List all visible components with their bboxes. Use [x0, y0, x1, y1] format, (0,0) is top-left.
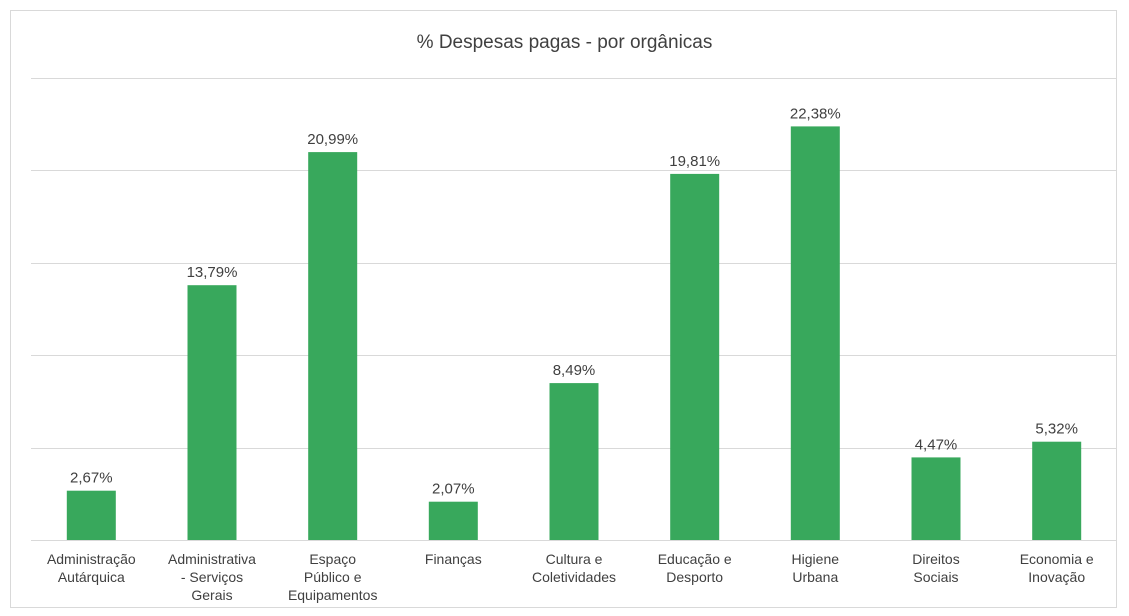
bar-3	[428, 501, 478, 540]
data-labels: 2,67% 13,79% 20,99% 2,07% 8,49% 19,81% 22,38% 4…	[70, 105, 1078, 497]
bars	[66, 126, 1082, 541]
category-label-5-line-1: Desporto	[666, 569, 723, 585]
data-label-5: 19,81%	[669, 153, 720, 170]
category-label-1-line-0: Administrativa	[168, 551, 256, 567]
category-label-4-line-1: Coletividades	[532, 569, 616, 585]
data-label-8: 5,32%	[1035, 421, 1078, 438]
category-label-2-line-2: Equipamentos	[288, 587, 378, 603]
category-labels: Administração Autárquica Administrativa - S…	[47, 551, 1094, 603]
category-label-6-line-1: Urbana	[792, 569, 838, 585]
category-label-0-line-1: Autárquica	[58, 569, 125, 585]
data-label-2: 20,99%	[307, 131, 358, 148]
bar-8	[1032, 441, 1082, 540]
bar-0	[66, 490, 116, 540]
data-label-7: 4,47%	[915, 436, 958, 453]
bar-5	[670, 173, 720, 540]
category-label-8-line-0: Economia e	[1020, 551, 1094, 567]
chart-title: % Despesas pagas - por orgânicas	[416, 32, 713, 53]
category-label-7-line-1: Sociais	[913, 569, 958, 585]
bar-7	[911, 457, 961, 540]
data-label-6: 22,38%	[790, 105, 841, 122]
category-label-4-line-0: Cultura e	[546, 551, 603, 567]
category-label-2-line-0: Espaço	[309, 551, 356, 567]
category-label-2-line-1: Público e	[304, 569, 362, 585]
data-label-4: 8,49%	[553, 362, 596, 379]
data-label-3: 2,07%	[432, 481, 475, 498]
category-label-1-line-1: - Serviços	[181, 569, 243, 585]
category-label-3-line-0: Finanças	[425, 551, 482, 567]
bar-6	[790, 126, 840, 541]
data-label-1: 13,79%	[187, 264, 238, 281]
bar-2	[308, 152, 358, 540]
category-label-1-line-2: Gerais	[191, 587, 232, 603]
category-label-6-line-0: Higiene	[792, 551, 840, 567]
bar-4	[549, 383, 599, 540]
category-label-5-line-0: Educação e	[658, 551, 732, 567]
category-label-8-line-1: Inovação	[1028, 569, 1085, 585]
data-label-0: 2,67%	[70, 470, 113, 487]
category-label-0-line-0: Administração	[47, 551, 136, 567]
bar-1	[187, 285, 237, 540]
category-label-7-line-0: Direitos	[912, 551, 959, 567]
